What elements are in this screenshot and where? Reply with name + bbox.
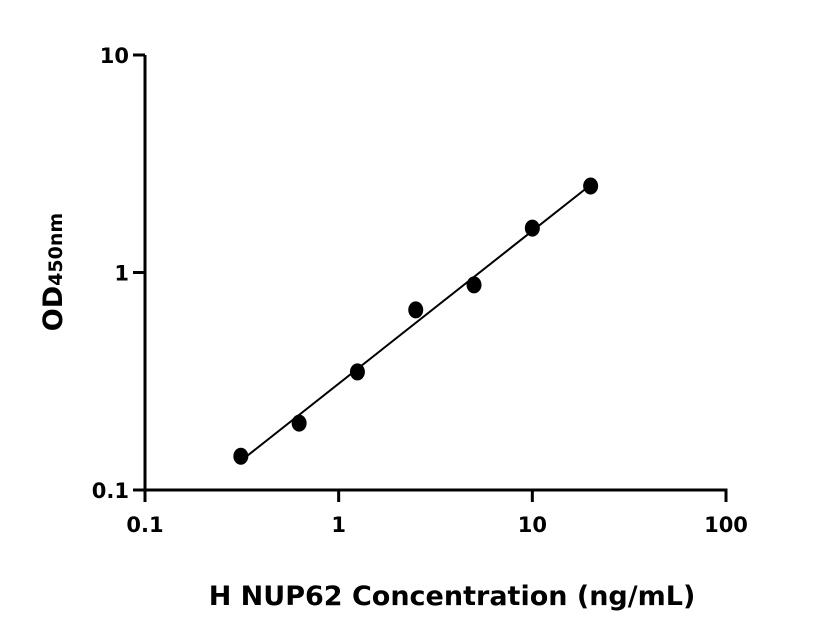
y-axis-label-main: OD — [38, 286, 69, 331]
data-point — [349, 363, 365, 381]
data-point — [291, 414, 307, 432]
x-tick-label: 10 — [518, 513, 547, 537]
y-axis-label: OD450nm — [38, 213, 69, 331]
data-point — [524, 219, 540, 237]
y-tick-label: 1 — [114, 262, 129, 286]
data-point — [233, 447, 249, 465]
x-tick-label: 1 — [331, 513, 346, 537]
x-tick-label: 100 — [704, 513, 748, 537]
y-axis-label-subscript: 450nm — [45, 213, 67, 286]
data-point — [408, 301, 424, 319]
data-points — [233, 177, 599, 465]
y-tick-label: 10 — [100, 44, 129, 68]
y-tick-label: 0.1 — [92, 479, 129, 503]
data-point — [583, 177, 599, 195]
x-tick-label: 0.1 — [126, 513, 163, 537]
axes: 0.1 1 10 100 0.1 1 10 — [92, 44, 748, 537]
x-axis-label: H NUP62 Concentration (ng/mL) — [209, 581, 696, 612]
data-point — [466, 276, 482, 294]
